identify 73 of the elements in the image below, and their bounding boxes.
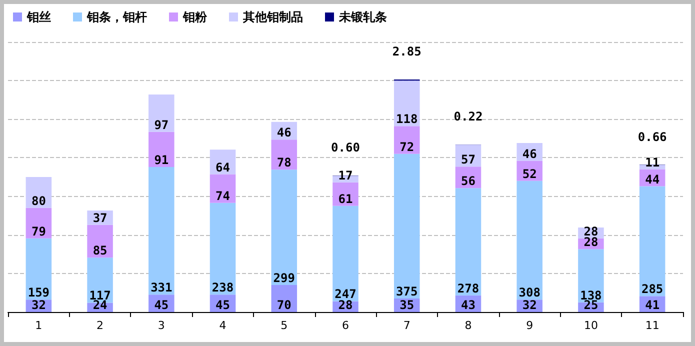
data-label: 43: [461, 298, 476, 312]
data-label: 11: [645, 155, 660, 170]
x-tick-label: 11: [645, 319, 660, 332]
legend-label: 钼粉: [182, 10, 208, 24]
bar: [332, 206, 358, 302]
data-label: 35: [400, 298, 414, 312]
bar: [210, 174, 236, 203]
data-label: 79: [31, 224, 46, 238]
data-label: 97: [154, 118, 169, 132]
data-label: 238: [212, 280, 234, 295]
data-label: 37: [92, 210, 108, 225]
data-label: 375: [396, 284, 418, 298]
data-label: 32: [522, 298, 537, 312]
legend-label: 其他钼制品: [242, 10, 303, 24]
data-label: 2.85: [392, 44, 422, 58]
bar: [148, 94, 174, 132]
x-tick-label: 3: [158, 319, 165, 332]
data-label: 70: [276, 298, 292, 312]
data-label: 78: [276, 156, 292, 170]
bar: [148, 132, 174, 167]
data-label: 52: [522, 166, 537, 181]
data-label: 85: [92, 244, 108, 258]
bar: [148, 166, 174, 295]
legend-label: 未锻轧条: [338, 10, 387, 24]
bar: [394, 80, 420, 126]
legend-label: 钼条，钼杆: [86, 10, 147, 24]
legend-label: 钼丝: [26, 10, 51, 24]
data-label: 74: [216, 188, 230, 203]
data-label: 285: [641, 282, 664, 296]
data-label: 278: [457, 281, 480, 296]
data-label: 45: [154, 298, 169, 312]
data-label: 64: [216, 160, 230, 174]
x-tick-label: 6: [342, 319, 349, 332]
bar: [210, 202, 236, 295]
bar: [26, 238, 52, 300]
data-label: 0.60: [331, 140, 360, 155]
x-tick-label: 7: [403, 319, 410, 332]
data-label: 118: [396, 112, 418, 126]
data-label: 0.22: [454, 110, 483, 124]
bar: [455, 144, 482, 167]
data-label: 41: [645, 298, 660, 312]
data-label: 45: [216, 298, 230, 312]
data-label: 159: [28, 286, 50, 300]
data-label: 32: [31, 298, 46, 312]
data-label: 80: [31, 194, 46, 208]
data-label: 57: [461, 152, 476, 167]
bar: [455, 188, 482, 296]
data-label: 46: [276, 126, 292, 140]
data-label: 331: [150, 280, 172, 295]
x-tick-label: 5: [280, 319, 288, 332]
data-label: 91: [154, 152, 169, 167]
bar: [271, 170, 298, 285]
x-tick-label: 4: [219, 319, 226, 332]
bar: [87, 224, 113, 258]
data-label: 44: [645, 172, 660, 186]
x-tick-label: 2: [96, 319, 104, 332]
data-label: 0.66: [638, 130, 667, 144]
bar: [26, 208, 52, 238]
bar: [394, 126, 420, 154]
bar: [639, 186, 666, 296]
data-label: 299: [273, 271, 295, 285]
bar: [516, 180, 542, 300]
x-tick-label: 9: [526, 319, 534, 332]
x-tick-label: 10: [584, 319, 598, 332]
data-label: 308: [518, 286, 540, 300]
data-label: 56: [461, 174, 476, 188]
x-tick-label: 1: [35, 319, 42, 332]
bar: [394, 154, 420, 298]
x-tick-label: 8: [464, 319, 472, 332]
data-label: 17: [338, 168, 353, 182]
data-label: 72: [400, 140, 414, 154]
data-label: 61: [338, 192, 353, 206]
data-label: 46: [522, 146, 537, 161]
